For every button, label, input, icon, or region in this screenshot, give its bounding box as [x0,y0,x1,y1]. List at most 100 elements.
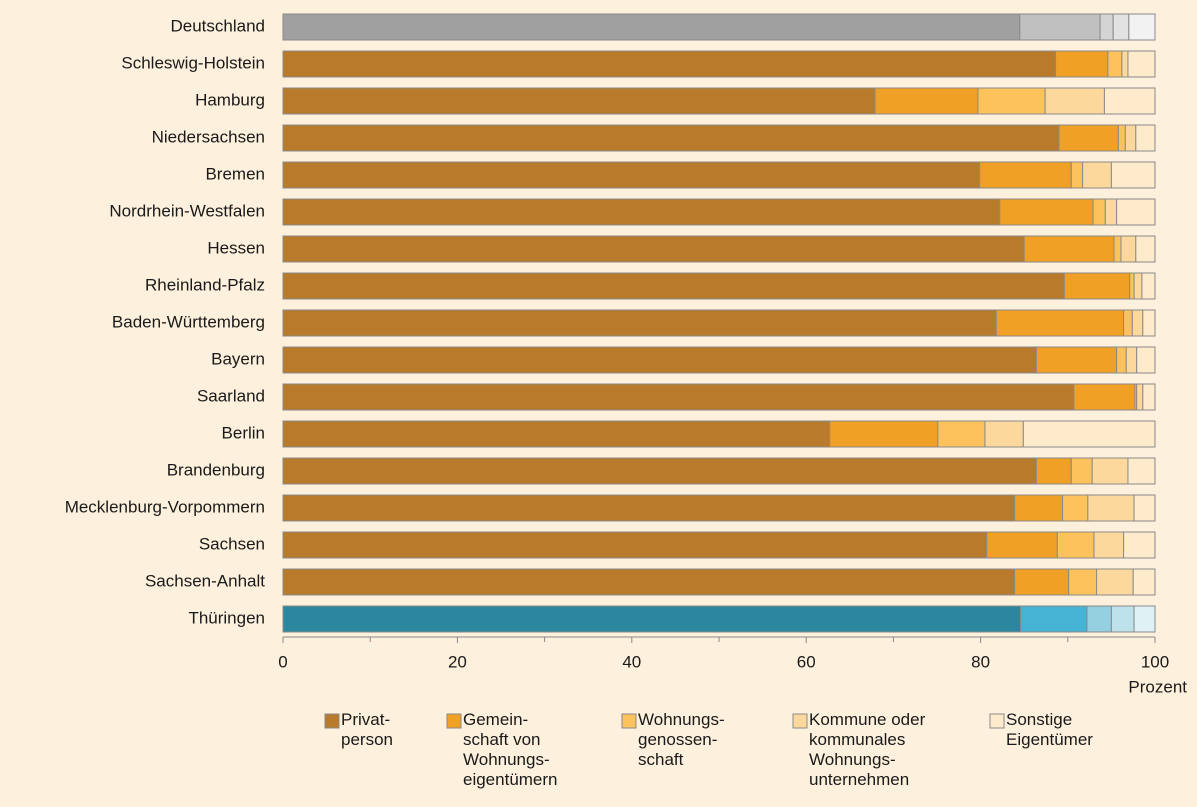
y-tick-label: Brandenburg [167,460,265,479]
bar-segment [1136,346,1156,374]
bar-segment [1035,346,1118,374]
bar-segment [1120,235,1137,263]
bar-segment [1068,568,1098,596]
y-tick-label: Niedersachsen [152,127,265,146]
x-tick-label: 60 [797,652,816,671]
bar-segment [1035,457,1072,485]
bar-segment [1063,272,1131,300]
bar-segment [1019,13,1101,41]
x-tick-label: 0 [278,652,287,671]
bar-segment [282,235,1025,263]
bar-segment [1133,494,1156,522]
bar-segment [1113,235,1122,263]
bar-segment [1014,494,1064,522]
bar-segment [937,420,986,448]
y-tick-label: Mecklenburg-Vorpommern [65,497,265,516]
legend-label: Kommune oder kommunales Wohnungs-unternehm… [809,710,926,789]
bar-segment [1127,457,1156,485]
bar-segment [1112,13,1130,41]
bar-segment [1070,457,1093,485]
y-tick-label: Sachsen-Anhalt [145,571,265,590]
bar-segment [282,494,1016,522]
bar-segment [1132,568,1156,596]
bar-segment [1131,309,1144,337]
y-tick-label: Hessen [207,238,265,257]
bar-segment [1125,346,1138,374]
bar-segment [1141,272,1156,300]
y-tick-label: Saarland [197,386,265,405]
bar-segment [282,50,1057,78]
x-tick-label: 20 [448,652,467,671]
legend-label: Sonstige Eigentümer [1006,710,1093,749]
bar-segment [282,605,1022,633]
bar-segment [984,420,1024,448]
bar-segment [1020,605,1088,633]
y-tick-label: Bremen [205,164,265,183]
bar-segment [1056,531,1095,559]
y-tick-label: Thüringen [188,608,265,627]
bar-segment [1096,568,1134,596]
bar-segment [282,531,988,559]
bar-segment [282,13,1021,41]
y-tick-label: Sachsen [199,534,265,553]
bar-segment [986,531,1058,559]
bar-segment [979,161,1072,189]
bar-segment [282,383,1075,411]
legend-label: Gemein-schaft von Wohnungs-eigentümern [463,710,558,789]
bar-segment [1110,605,1135,633]
y-tick-label: Deutschland [170,16,265,35]
y-tick-label: Schleswig-Holstein [121,53,265,72]
bar-segment [1044,87,1105,115]
bar-segment [1055,50,1109,78]
bar-segment [1062,494,1089,522]
bar-segment [1110,161,1156,189]
x-tick-label: 40 [622,652,641,671]
bar-segment [874,87,979,115]
bar-segment [1135,235,1156,263]
y-tick-label: Berlin [222,423,265,442]
legend-swatch [446,713,462,729]
bar-segment [1121,50,1129,78]
y-tick-label: Bayern [211,349,265,368]
x-axis-label: Prozent [1128,677,1187,696]
bar-segment [995,309,1125,337]
bar-segment [1087,494,1135,522]
legend-swatch [792,713,808,729]
y-tick-label: Nordrhein-Westfalen [109,201,265,220]
bar-segment [282,272,1065,300]
bar-segment [282,457,1037,485]
y-tick-label: Baden-Württemberg [112,312,265,331]
bar-segment [1142,309,1156,337]
bar-segment [282,346,1037,374]
bar-segment [1022,420,1156,448]
legend-label: Privat-person [341,710,393,749]
bar-segment [1124,124,1137,152]
x-tick-label: 80 [971,652,990,671]
bar-segment [1135,124,1156,152]
bar-segment [282,198,1001,226]
bar-segment [1058,124,1119,152]
bar-segment [282,161,981,189]
bar-segment [1133,605,1156,633]
bar-segment [1107,50,1123,78]
bar-segment [1136,383,1144,411]
bar-segment [1116,198,1156,226]
bar-segment [1128,13,1156,41]
bar-segment [1142,383,1156,411]
y-tick-label: Hamburg [195,90,265,109]
bar-segment [282,87,876,115]
bar-segment [1127,50,1156,78]
bar-segment [1133,272,1143,300]
bar-segment [829,420,939,448]
bar-segment [1099,13,1114,41]
bar-segment [1093,531,1125,559]
bar-segment [1123,531,1156,559]
legend-swatch [989,713,1005,729]
bar-segment [282,420,831,448]
bar-segment [1129,272,1135,300]
x-tick-label: 100 [1141,652,1169,671]
bar-segment [977,87,1046,115]
bar-segment [1116,346,1127,374]
y-tick-label: Rheinland-Pfalz [145,275,265,294]
